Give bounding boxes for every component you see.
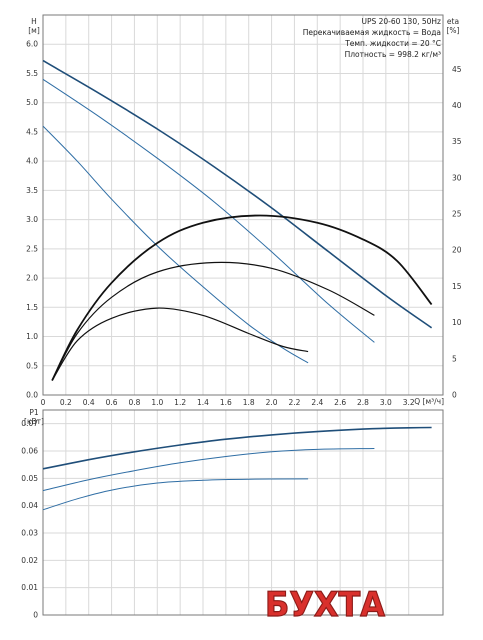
y-tick-label: 1.0 (26, 332, 38, 341)
series-line-head-0 (42, 59, 433, 329)
x-tick-label: 2.8 (357, 398, 369, 407)
y2-tick-label: 10 (452, 318, 462, 327)
x-tick-label: 3.0 (380, 398, 392, 407)
y-tick-label: 5.5 (26, 69, 38, 78)
y-tick-label: 0.03 (21, 529, 38, 538)
y-tick-label: 6.0 (26, 40, 38, 49)
plot-frame-bottom (42, 409, 444, 616)
x-tick-label: 0.4 (83, 398, 95, 407)
y2-tick-label: 45 (452, 65, 462, 74)
y-tick-label: 0.01 (21, 583, 38, 592)
y-tick-label: 0.05 (21, 474, 38, 483)
plot-frame-top (42, 14, 444, 396)
x-tick-label: 0 (41, 398, 46, 407)
x-tick-label: 0.8 (128, 398, 140, 407)
y-tick-label: 0.0 (26, 391, 38, 400)
y2-tick-label: 35 (452, 137, 462, 146)
x-tick-label: 1.4 (197, 398, 209, 407)
x-tick-label: 2.6 (334, 398, 346, 407)
y-axis-label-h: H (31, 17, 37, 26)
y-tick-label: 0.02 (21, 556, 38, 565)
x-tick-label: 1.0 (151, 398, 163, 407)
info-line-density: Плотность = 998.2 кг/м³ (345, 50, 441, 59)
series-line-power-0 (42, 426, 432, 470)
y-tick-label: 4.0 (26, 157, 38, 166)
y2-axis-label-eta: eta (447, 17, 459, 26)
y-tick-label: 0.04 (21, 501, 38, 510)
y2-tick-label: 25 (452, 210, 462, 219)
x-axis-label: Q [м³/ч] (414, 397, 444, 406)
x-tick-label: 2.2 (288, 398, 300, 407)
y-tick-label: 0.07 (21, 419, 38, 428)
x-tick-label: 1.6 (220, 398, 232, 407)
y-tick-label: 1.5 (26, 303, 38, 312)
x-tick-label: 3.2 (403, 398, 415, 407)
series-line-eta-4 (51, 261, 375, 381)
x-tick-label: 0.2 (60, 398, 72, 407)
y-tick-label: 5.0 (26, 98, 38, 107)
x-tick-label: 0.6 (106, 398, 118, 407)
info-line-liquid: Перекачиваемая жидкость = Вода (303, 28, 441, 37)
y-tick-label: 4.5 (26, 127, 38, 136)
series-line-eta-3 (51, 214, 433, 381)
y-tick-label: 2.0 (26, 274, 38, 283)
y-tick-label: 3.5 (26, 186, 38, 195)
series-line-head-1 (42, 78, 375, 343)
y-tick-label: 2.5 (26, 244, 38, 253)
y-tick-label: 3.0 (26, 215, 38, 224)
y2-tick-label: 15 (452, 282, 462, 291)
series-line-power-1 (42, 448, 375, 492)
y2-tick-label: 20 (452, 246, 462, 255)
y2-tick-label: 40 (452, 101, 462, 110)
watermark-logo: БУХТА (265, 585, 386, 625)
series-line-eta-5 (51, 307, 309, 381)
chart-title: UPS 20-60 130, 50Hz (361, 17, 441, 26)
series-line-head-2 (42, 125, 309, 364)
y2-tick-label: 5 (452, 354, 457, 363)
y2-tick-label: 0 (452, 391, 457, 400)
y-tick-label: 0 (33, 611, 38, 620)
y2-tick-label: 30 (452, 173, 462, 182)
y-axis-unit-p1: [кВт] (24, 417, 44, 426)
x-tick-label: 1.2 (174, 398, 186, 407)
x-tick-label: 2.0 (266, 398, 278, 407)
x-tick-label: 1.8 (243, 398, 255, 407)
y-axis-unit-h: [м] (28, 26, 40, 35)
x-tick-label: 2.4 (311, 398, 323, 407)
y-tick-label: 0.5 (26, 361, 38, 370)
y-tick-label: 0.06 (21, 447, 38, 456)
series-line-power-2 (42, 478, 309, 511)
y-axis-label-p1: P1 (29, 408, 39, 417)
info-line-temperature: Темп. жидкости = 20 °C (344, 39, 441, 48)
y2-axis-unit-eta: [%] (447, 26, 460, 35)
